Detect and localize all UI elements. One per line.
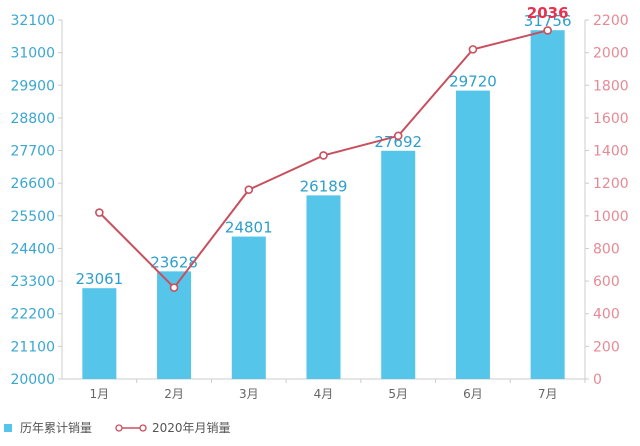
left-tick-label: 21100 (10, 339, 55, 355)
left-tick-label: 25500 (10, 209, 55, 225)
bar-value-label: 23061 (75, 270, 123, 288)
line-point (468, 45, 478, 54)
left-tick-label: 31000 (10, 46, 55, 62)
x-tick-label: 5月 (388, 387, 408, 401)
right-tick-label: 1800 (593, 78, 629, 94)
right-tick-label: 800 (593, 241, 620, 257)
bar (455, 90, 490, 379)
left-tick-label: 23300 (10, 274, 55, 290)
left-tick-label: 32100 (10, 13, 55, 29)
right-tick-label: 600 (593, 274, 620, 290)
bar (306, 195, 341, 379)
bar-value-label: 24801 (225, 219, 273, 237)
left-tick-label: 29900 (10, 78, 55, 94)
right-tick-label: 2000 (593, 46, 629, 62)
bar-value-label: 31756 (524, 12, 572, 30)
left-tick-label: 28800 (10, 111, 55, 127)
bar-value-label: 26189 (300, 177, 348, 195)
x-tick-label: 6月 (463, 387, 483, 401)
right-tick-label: 2200 (593, 13, 629, 29)
line-point (95, 208, 104, 217)
bar-value-label: 29720 (449, 73, 497, 91)
right-tick-label: 1000 (593, 209, 629, 225)
right-tick-label: 1600 (593, 111, 629, 127)
legend-line-marker (115, 424, 123, 432)
right-tick-label: 400 (593, 307, 620, 323)
x-tick-label: 2月 (164, 387, 184, 401)
bar (381, 150, 416, 379)
line-point (319, 151, 328, 160)
left-tick-label: 20000 (10, 372, 55, 388)
legend-bar-label: 历年累计销量 (20, 421, 92, 435)
right-tick-label: 1400 (593, 144, 629, 160)
x-tick-label: 4月 (314, 387, 334, 401)
line-point (543, 26, 552, 35)
left-tick-label: 26600 (10, 176, 55, 192)
bar (530, 30, 565, 380)
left-tick-label: 27700 (10, 144, 55, 160)
x-tick-label: 1月 (90, 387, 110, 401)
legend-line-marker (139, 424, 147, 432)
right-tick-label: 200 (593, 339, 620, 355)
line-point (244, 185, 254, 195)
x-tick-label: 3月 (239, 387, 259, 401)
bar-value-label: 23628 (150, 253, 198, 271)
legend-bar-swatch (4, 424, 12, 432)
right-tick-label: 1200 (593, 176, 629, 192)
bar (231, 236, 266, 379)
right-tick-label: 0 (593, 372, 602, 388)
line-point (169, 283, 179, 292)
bar-value-label: 27692 (374, 133, 422, 151)
x-tick-label: 7月 (538, 387, 558, 401)
left-tick-label: 22200 (10, 307, 55, 323)
bar (82, 288, 117, 379)
left-tick-label: 24400 (10, 241, 55, 257)
annotation-label: 2036 (527, 4, 569, 22)
line-point (393, 131, 403, 141)
legend-line-label: 2020年月销量 (152, 421, 231, 435)
